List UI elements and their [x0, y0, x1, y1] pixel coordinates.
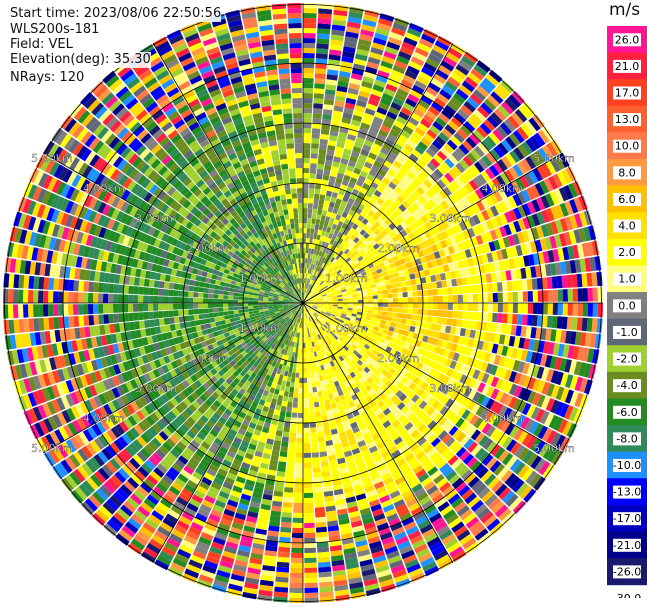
range-ring-label: 3.00km	[135, 382, 177, 395]
range-ring-label: 1.00km	[326, 322, 368, 335]
colorbar-tick-label: -8.0	[616, 432, 637, 445]
colorbar-label-bg	[613, 325, 641, 339]
azimuth-line	[302, 42, 454, 304]
azimuth-line	[152, 42, 304, 304]
range-ring-label: 2.00km	[187, 352, 229, 365]
azimuth-line	[152, 302, 304, 564]
colorbar-tick-label: 6.0	[618, 193, 636, 206]
colorbar-unit: m/s	[609, 0, 641, 20]
range-ring-label: 5.00km	[31, 152, 73, 165]
colorbar-tick-label: 4.0	[618, 220, 636, 233]
range-ring-label: 4.00km	[481, 182, 523, 195]
colorbar-label-bg	[613, 166, 641, 180]
colorbar-label-bg	[613, 219, 641, 233]
velocity-gates	[2, 2, 604, 604]
colorbar-tick-label: 17.0	[615, 87, 640, 100]
range-ring-label: 4.00km	[83, 182, 125, 195]
elevation-label: Elevation(deg): 35.30	[10, 52, 151, 68]
colorbar-label-bg	[613, 565, 641, 579]
azimuth-line	[42, 302, 304, 454]
colorbar-label-bg	[613, 458, 641, 472]
colorbar-label-bg	[613, 272, 641, 286]
range-ring-label: 2.00km	[187, 242, 229, 255]
range-ring-label: 4.00km	[83, 412, 125, 425]
range-ring-label: 5.00km	[31, 442, 73, 455]
colorbar-tick-label: 10.0	[615, 140, 640, 153]
colorbar-tick-label: -10.0	[613, 459, 641, 472]
colorbar-label-bg	[613, 432, 641, 446]
range-ring-label: 5.00km	[533, 442, 575, 455]
start-time-label: Start time: 2023/08/06 22:50:56	[10, 6, 222, 22]
colorbar-label-bg	[613, 86, 641, 100]
colorbar-tick-label: 26.0	[615, 33, 640, 46]
colorbar-label-bg	[613, 379, 641, 393]
colorbar-tick-label: -2.0	[616, 353, 637, 366]
colorbar-label-bg	[613, 299, 641, 313]
range-ring-label: 2.00km	[378, 352, 420, 365]
colorbar-tick-label: -17.0	[613, 512, 641, 525]
colorbar-label-bg	[613, 352, 641, 366]
colorbar-tick-label: -6.0	[616, 406, 637, 419]
colorbar-label-bg	[613, 512, 641, 526]
colorbar-tick-label: 2.0	[618, 246, 636, 259]
colorbar-tick-label: 0.0	[618, 299, 636, 312]
range-ring-label: 3.00km	[429, 382, 471, 395]
colorbar-label-bg	[613, 192, 641, 206]
colorbar-tick-label: -4.0	[616, 379, 637, 392]
colorbar: 26.0 21.0 17.0 13.0 10.0 8.0 6.0 4.0 2.0 1.0 0.0 -1…	[607, 26, 647, 598]
field-label: Field: VEL	[10, 37, 73, 53]
colorbar-tick-label: 1.0	[618, 273, 636, 286]
nrays-label: NRays: 120	[10, 70, 85, 86]
radar-name-label: WLS200s-181	[10, 22, 100, 38]
colorbar-tick-label: 13.0	[615, 113, 640, 126]
colorbar-tick-label: -26.0	[613, 565, 641, 578]
range-ring-label: 2.00km	[378, 242, 420, 255]
colorbar-label-bg	[613, 139, 641, 153]
range-ring-label: 3.00km	[429, 212, 471, 225]
colorbar-tick-label: -1.0	[616, 326, 637, 339]
colorbar-tick-label: -13.0	[613, 486, 641, 499]
colorbar-label-bg	[613, 246, 641, 260]
azimuth-line	[302, 302, 564, 454]
azimuth-line	[42, 152, 304, 304]
colorbar-label-bg	[613, 113, 641, 127]
colorbar-tick-label: -30.0	[613, 592, 641, 598]
colorbar-label-bg	[613, 592, 641, 598]
range-ring-label: 1.00km	[239, 322, 281, 335]
range-ring-label: 1.00km	[326, 272, 368, 285]
colorbar-tick-label: 8.0	[618, 166, 636, 179]
range-ring-label: 3.00km	[135, 212, 177, 225]
azimuth-line	[302, 152, 564, 304]
colorbar-label-bg	[613, 538, 641, 552]
range-ring-label: 4.00km	[481, 412, 523, 425]
colorbar-label-bg	[613, 33, 641, 47]
colorbar-tick-label: 21.0	[615, 60, 640, 73]
range-rings: 1.00km 1.00km 1.00km 1.00km 2.00km 2.00km 2.00…	[3, 3, 603, 603]
colorbar-label-bg	[613, 59, 641, 73]
range-ring-label: 5.00km	[533, 152, 575, 165]
azimuth-line	[302, 302, 454, 564]
colorbar-label-bg	[613, 485, 641, 499]
colorbar-tick-label: -21.0	[613, 539, 641, 552]
colorbar-label-bg	[613, 405, 641, 419]
range-ring-label: 1.00km	[239, 272, 281, 285]
